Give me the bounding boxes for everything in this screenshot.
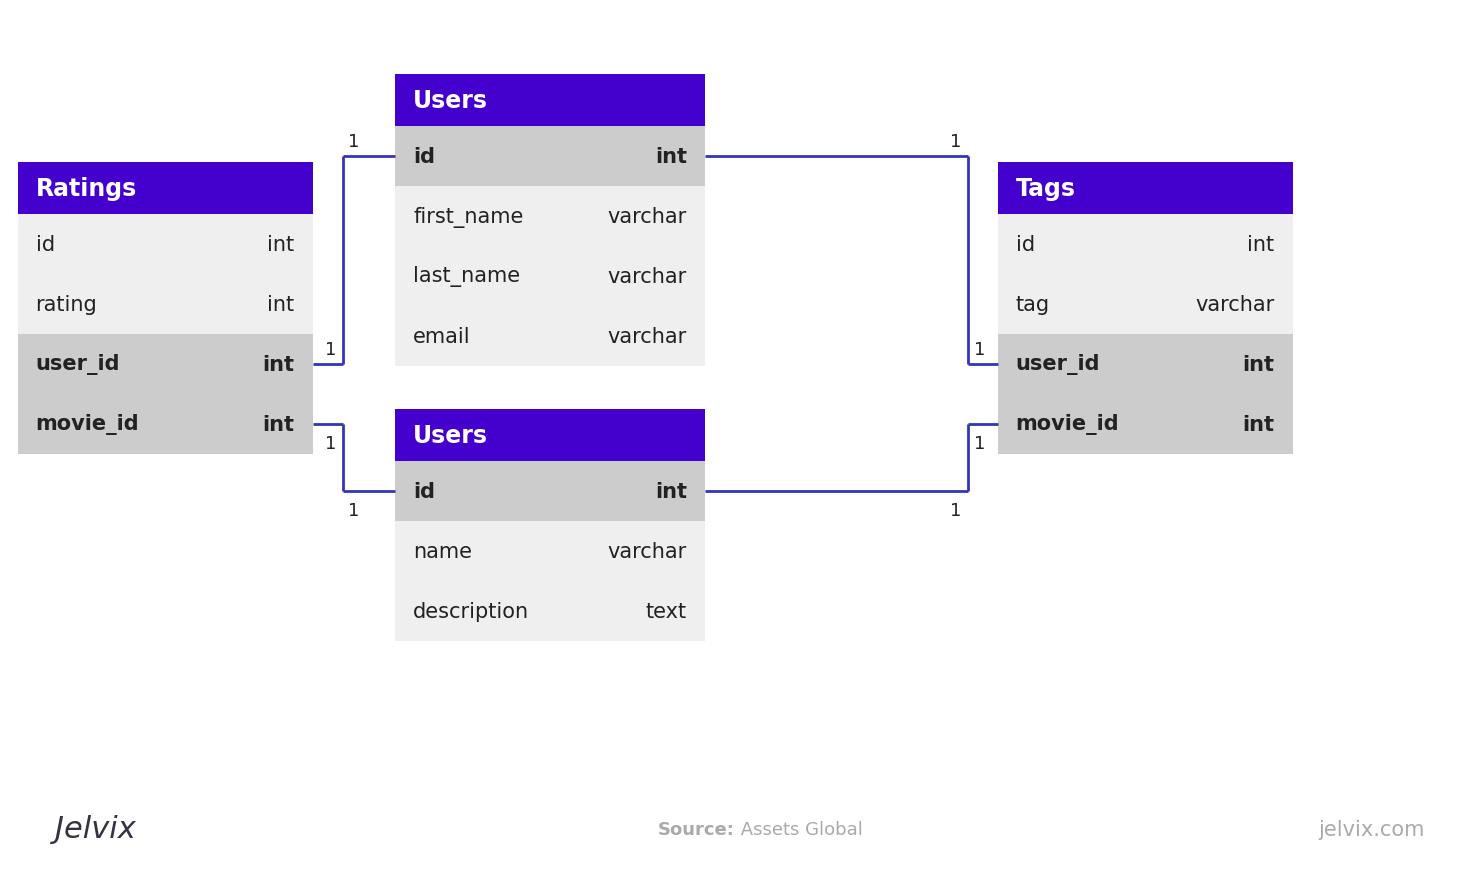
Bar [395, 187, 704, 247]
Text: name: name [413, 541, 472, 561]
Text: tag: tag [1015, 295, 1049, 315]
Text: first_name: first_name [413, 206, 524, 227]
Bar [998, 275, 1292, 335]
Text: int: int [656, 147, 687, 167]
Text: Users: Users [413, 89, 488, 113]
Text: 1: 1 [348, 133, 360, 151]
Text: int: int [262, 415, 295, 434]
Text: Ratings: Ratings [36, 176, 136, 201]
Bar [18, 215, 312, 275]
Bar [18, 335, 312, 395]
Text: user_id: user_id [36, 354, 120, 375]
Text: Tags: Tags [1015, 176, 1076, 201]
Text: description: description [413, 601, 530, 621]
Text: movie_id: movie_id [36, 414, 139, 435]
Text: 1: 1 [950, 133, 962, 151]
Text: 1: 1 [326, 434, 336, 453]
Bar [395, 581, 704, 641]
Text: 1: 1 [974, 434, 984, 453]
Text: varchar: varchar [608, 267, 687, 287]
Text: 1: 1 [950, 501, 962, 520]
Bar [395, 75, 704, 127]
Text: id: id [36, 235, 55, 255]
Text: int: int [1243, 355, 1274, 375]
Text: user_id: user_id [1015, 354, 1100, 375]
Bar [395, 409, 704, 461]
Text: Source:: Source: [659, 820, 736, 838]
Text: 1: 1 [974, 341, 984, 359]
Bar [18, 395, 312, 454]
Text: text: text [645, 601, 687, 621]
Bar [998, 335, 1292, 395]
Bar [998, 163, 1292, 215]
Text: int: int [1243, 415, 1274, 434]
Text: varchar: varchar [608, 541, 687, 561]
Text: int: int [262, 355, 295, 375]
Text: movie_id: movie_id [1015, 414, 1119, 435]
Bar [395, 127, 704, 187]
Text: id: id [413, 147, 435, 167]
Text: last_name: last_name [413, 266, 519, 287]
Bar [18, 163, 312, 215]
Bar [18, 275, 312, 335]
Bar [395, 521, 704, 581]
Text: 1: 1 [326, 341, 336, 359]
Text: rating: rating [36, 295, 98, 315]
Text: 1: 1 [348, 501, 360, 520]
Text: int: int [268, 295, 295, 315]
Text: id: id [1015, 235, 1035, 255]
Text: int: int [268, 235, 295, 255]
Text: int: int [656, 481, 687, 501]
Bar [395, 307, 704, 367]
Bar [395, 461, 704, 521]
Text: Assets Global: Assets Global [736, 820, 863, 838]
Text: id: id [413, 481, 435, 501]
Bar [395, 247, 704, 307]
Text: varchar: varchar [1196, 295, 1274, 315]
Text: varchar: varchar [608, 207, 687, 227]
Bar [998, 215, 1292, 275]
Text: email: email [413, 327, 471, 347]
Bar [998, 395, 1292, 454]
Text: int: int [1248, 235, 1274, 255]
Text: varchar: varchar [608, 327, 687, 347]
Text: Jelvix: Jelvix [55, 814, 136, 844]
Text: Users: Users [413, 423, 488, 448]
Text: jelvix.com: jelvix.com [1319, 819, 1425, 839]
